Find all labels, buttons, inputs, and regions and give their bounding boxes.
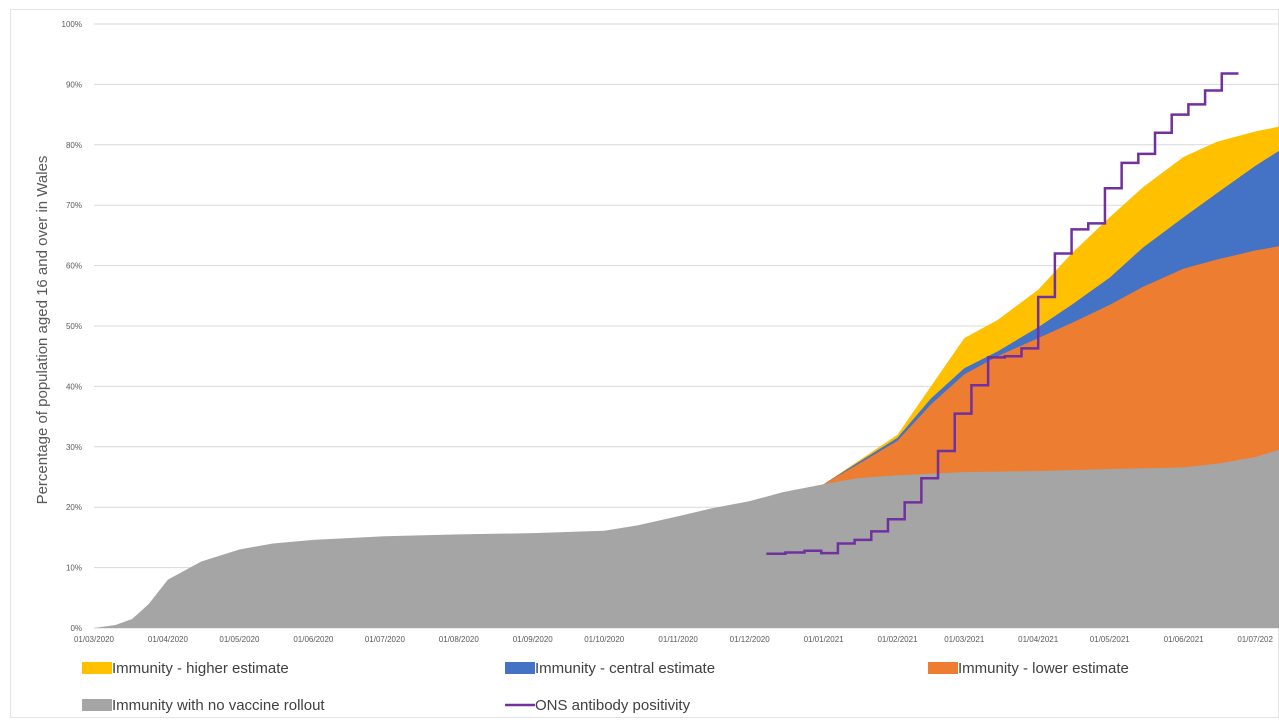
x-tick-label: 01/08/2020	[439, 635, 480, 644]
legend-label: Immunity - higher estimate	[112, 660, 289, 677]
legend-item-novax: Immunity with no vaccine rollout	[82, 697, 325, 714]
x-tick-label: 01/07/2020	[365, 635, 406, 644]
legend-item-higher: Immunity - higher estimate	[82, 660, 289, 677]
x-tick-label: 01/06/2021	[1164, 635, 1205, 644]
x-axis: 01/03/2020 01/04/2020 01/05/2020 01/06/2020…	[74, 635, 1274, 644]
y-tick-label: 20%	[66, 503, 82, 512]
area-novax	[94, 449, 1279, 628]
x-tick-label: 01/02/2021	[877, 635, 918, 644]
y-axis-label: Percentage of population aged 16 and ove…	[34, 156, 51, 505]
y-tick-label: 10%	[66, 564, 82, 573]
x-tick-label: 01/01/2021	[804, 635, 845, 644]
x-tick-label: 01/05/2020	[219, 635, 260, 644]
y-tick-label: 40%	[66, 382, 82, 391]
legend-item-ons: ONS antibody positivity	[505, 697, 691, 714]
x-tick-label: 01/10/2020	[584, 635, 625, 644]
y-tick-label: 50%	[66, 322, 82, 331]
x-tick-label: 01/11/2020	[658, 635, 698, 644]
line-series	[766, 72, 1239, 555]
legend-label: ONS antibody positivity	[535, 697, 691, 714]
x-tick-label: 01/06/2020	[293, 635, 334, 644]
legend-swatch	[505, 662, 535, 674]
x-tick-label: 01/07/202	[1237, 635, 1273, 644]
x-tick-label: 01/04/2020	[148, 635, 189, 644]
legend: Immunity - higher estimate Immunity - cen…	[82, 660, 1129, 714]
legend-item-lower: Immunity - lower estimate	[928, 660, 1129, 677]
line-ons	[766, 72, 1239, 555]
y-tick-label: 30%	[66, 443, 82, 452]
y-tick-label: 70%	[66, 201, 82, 210]
legend-swatch	[82, 662, 112, 674]
y-tick-label: 90%	[66, 80, 82, 89]
y-tick-label: 0%	[70, 624, 82, 633]
y-tick-label: 80%	[66, 141, 82, 150]
x-tick-label: 01/03/2021	[944, 635, 985, 644]
x-tick-label: 01/12/2020	[730, 635, 771, 644]
legend-label: Immunity - central estimate	[535, 660, 715, 677]
x-tick-label: 01/09/2020	[513, 635, 554, 644]
y-axis: 0% 10% 20% 30% 40% 50% 60% 70% 80% 90% 100%	[62, 20, 82, 633]
legend-label: Immunity - lower estimate	[958, 660, 1129, 677]
y-tick-label: 60%	[66, 262, 82, 271]
legend-swatch	[82, 699, 112, 711]
area-series	[94, 126, 1279, 629]
x-tick-label: 01/05/2021	[1090, 635, 1131, 644]
x-tick-label: 01/04/2021	[1018, 635, 1059, 644]
legend-item-central: Immunity - central estimate	[505, 660, 715, 677]
legend-label: Immunity with no vaccine rollout	[112, 697, 325, 714]
x-tick-label: 01/03/2020	[74, 635, 115, 644]
legend-swatch	[928, 662, 958, 674]
y-tick-label: 100%	[62, 20, 82, 29]
